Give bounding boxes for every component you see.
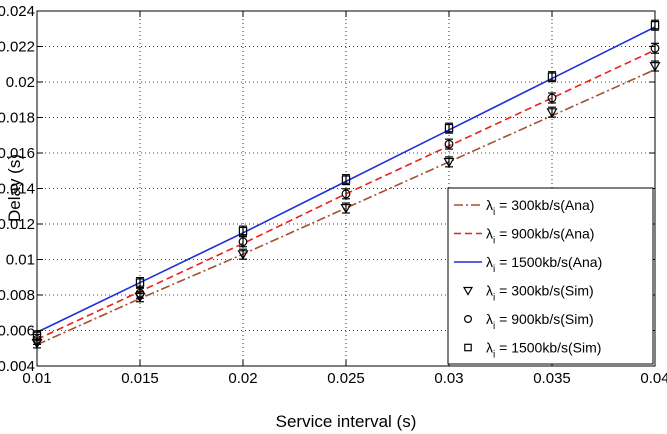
data-point [237, 250, 249, 260]
data-point [443, 157, 455, 168]
y-tick-label: 0.004 [0, 358, 35, 375]
legend-label: λi = 900kb/s(Sim) [486, 311, 594, 332]
legend-swatch-marker [462, 286, 474, 296]
y-tick-label: 0.022 [0, 39, 35, 56]
y-tick-label: 0.006 [0, 323, 35, 340]
legend-item: λi = 300kb/s(Ana) [454, 197, 594, 218]
data-point [341, 189, 351, 199]
legend-item: λi = 900kb/s(Sim) [464, 311, 594, 332]
data-point [547, 72, 557, 81]
legend-item: λi = 900kb/s(Ana) [454, 226, 594, 247]
x-tick-label: 0.015 [121, 370, 159, 387]
y-axis-label: Delay (s) [5, 154, 24, 222]
series-4 [32, 42, 660, 345]
y-tick-label: 0.008 [0, 287, 35, 304]
y-tick-label: 0.01 [6, 252, 35, 269]
x-tick-label: 0.03 [434, 370, 463, 387]
legend-label: λi = 300kb/s(Ana) [486, 197, 594, 218]
x-tick-label: 0.04 [640, 370, 667, 387]
legend-label: λi = 300kb/s(Sim) [486, 283, 594, 304]
legend-item: λi = 1500kb/s(Ana) [454, 254, 602, 275]
legend-label: λi = 900kb/s(Ana) [486, 226, 594, 247]
legend: λi = 300kb/s(Ana) λi = 900kb/s(Ana) λi = 1… [447, 187, 654, 365]
axis-ticks: 0.01 0.015 0.02 0.025 0.03 0.035 0.04 0.004 0.00… [0, 3, 667, 387]
data-point [135, 278, 145, 287]
legend-box [447, 187, 654, 365]
legend-label: λi = 1500kb/s(Sim) [486, 340, 601, 361]
data-point [444, 123, 454, 133]
legend-item: λi = 1500kb/s(Sim) [464, 340, 601, 361]
x-tick-label: 0.01 [22, 370, 51, 387]
data-point [341, 175, 351, 184]
legend-item: λi = 300kb/s(Sim) [462, 283, 594, 304]
y-tick-label: 0.016 [0, 145, 35, 162]
legend-swatch-marker [464, 315, 473, 324]
data-point [546, 108, 558, 118]
x-axis-label: Service interval (s) [276, 412, 417, 431]
data-point [547, 93, 557, 103]
data-point [238, 226, 248, 236]
data-point [444, 139, 454, 149]
legend-label: λi = 1500kb/s(Ana) [486, 254, 602, 275]
y-tick-label: 0.018 [0, 110, 35, 127]
legend-swatch-marker [464, 343, 472, 352]
data-point [135, 288, 145, 298]
x-tick-label: 0.02 [228, 370, 257, 387]
y-tick-label: 0.014 [0, 181, 35, 198]
data-point [340, 204, 352, 214]
y-tick-label: 0.024 [0, 3, 35, 20]
y-tick-label: 0.02 [6, 74, 35, 91]
x-tick-label: 0.035 [533, 370, 571, 387]
x-tick-label: 0.025 [327, 370, 365, 387]
y-tick-label: 0.012 [0, 216, 35, 233]
data-point [238, 237, 248, 247]
